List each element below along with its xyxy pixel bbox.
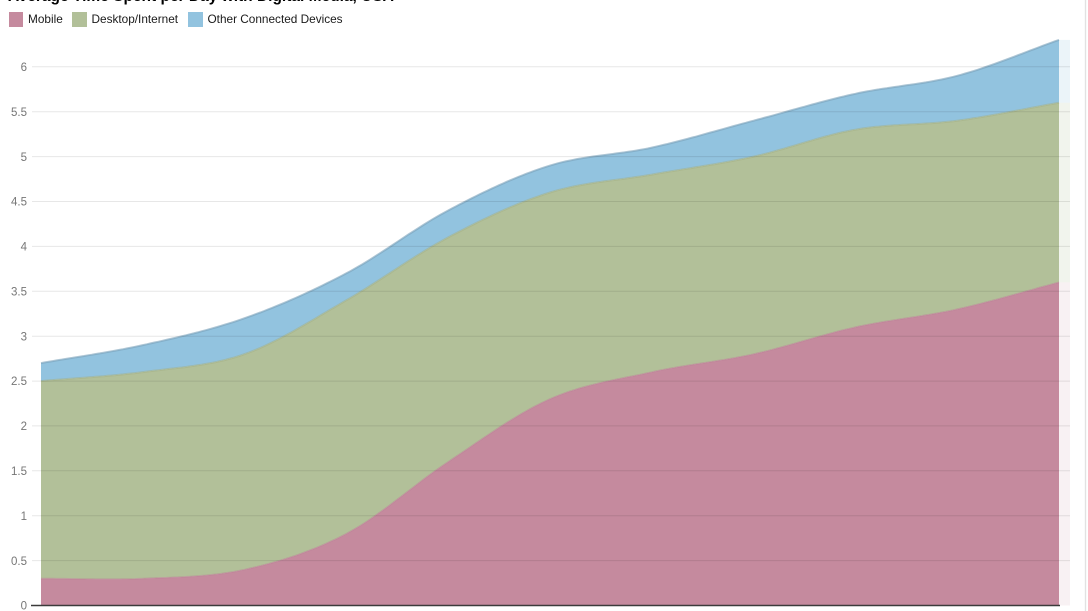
svg-text:5.5: 5.5	[11, 107, 27, 119]
svg-text:4.5: 4.5	[11, 197, 27, 209]
svg-text:0: 0	[21, 601, 27, 611]
svg-text:2: 2	[21, 421, 27, 433]
svg-text:6: 6	[21, 62, 27, 74]
svg-text:4: 4	[21, 242, 28, 254]
svg-text:2.5: 2.5	[11, 376, 27, 388]
svg-text:1.5: 1.5	[11, 466, 27, 478]
svg-text:3.5: 3.5	[11, 287, 27, 299]
svg-text:5: 5	[21, 152, 27, 164]
svg-text:1: 1	[21, 511, 27, 523]
svg-text:3: 3	[21, 331, 27, 343]
svg-text:0.5: 0.5	[11, 556, 27, 568]
